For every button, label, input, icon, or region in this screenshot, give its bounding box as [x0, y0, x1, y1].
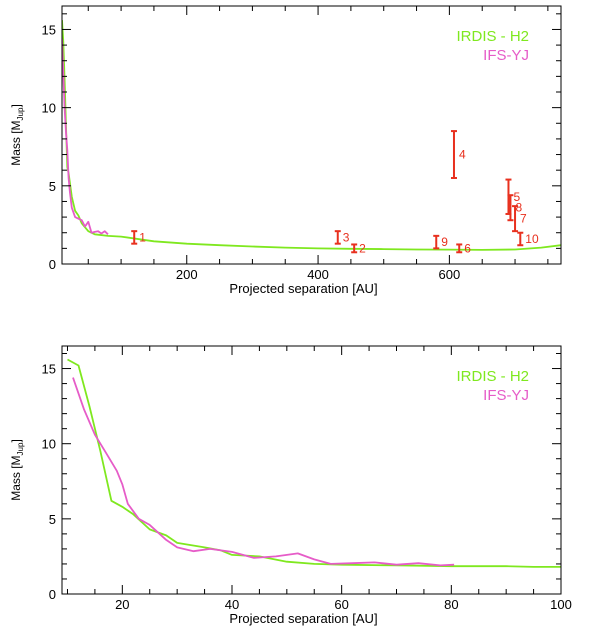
- x-tick-label: 60: [334, 597, 348, 612]
- legend-entry: IRDIS - H2: [456, 28, 529, 45]
- plot-frame: [61, 5, 562, 265]
- error-point-label: 8: [515, 201, 522, 215]
- error-point-2: 2: [351, 241, 366, 255]
- error-point-3: 3: [334, 230, 350, 245]
- y-tick-label: 10: [42, 437, 56, 452]
- y-tick-label: 5: [49, 512, 56, 527]
- error-point-7: 7: [512, 205, 527, 233]
- chart-panel-2: 20 40 60 80 100 0 5 10 15 Projected separation [A…: [9, 345, 572, 626]
- y-tick-label: 10: [42, 101, 56, 116]
- x-tick-label: 100: [550, 597, 572, 612]
- x-tick-label: 40: [225, 597, 239, 612]
- x-tick-label: 80: [444, 597, 458, 612]
- error-point-label: 3: [343, 230, 350, 244]
- error-point-label: 5: [513, 190, 520, 204]
- x-tick-label: 20: [115, 597, 129, 612]
- y-axis-label: Mass [MJup]: [9, 439, 25, 501]
- error-point-label: 6: [464, 241, 471, 255]
- error-point-label: 1: [139, 230, 146, 244]
- y-tick-label: 5: [49, 179, 56, 194]
- series-line-ifs-yj: [62, 38, 109, 235]
- y-tick-label: 15: [42, 362, 56, 377]
- error-point-10: 10: [517, 231, 539, 247]
- x-tick-label: 600: [439, 267, 461, 282]
- y-tick-label: 0: [49, 587, 56, 602]
- error-point-label: 2: [359, 241, 366, 255]
- error-point-4: 4: [450, 130, 466, 179]
- series-line-ifs-yj: [72, 377, 455, 567]
- legend-entry: IFS-YJ: [483, 387, 529, 404]
- plot-frame: [61, 345, 562, 595]
- error-point-1: 1: [131, 230, 146, 245]
- error-point-label: 7: [520, 212, 527, 226]
- error-point-label: 4: [459, 148, 466, 162]
- legend-entry: IRDIS - H2: [456, 368, 529, 385]
- x-axis-label: Projected separation [AU]: [229, 281, 377, 296]
- x-tick-label: 200: [176, 267, 198, 282]
- x-axis-label: Projected separation [AU]: [229, 611, 377, 626]
- y-tick-label: 15: [42, 22, 56, 37]
- error-point-8: 8: [507, 194, 522, 222]
- error-point-6: 6: [456, 241, 471, 255]
- error-point-label: 9: [441, 235, 448, 249]
- y-axis-label: Mass [MJup]: [9, 104, 25, 166]
- y-tick-label: 0: [49, 257, 56, 272]
- x-tick-label: 400: [307, 267, 329, 282]
- error-point-label: 10: [525, 232, 539, 246]
- legend-entry: IFS-YJ: [483, 47, 529, 64]
- error-point-9: 9: [433, 234, 448, 250]
